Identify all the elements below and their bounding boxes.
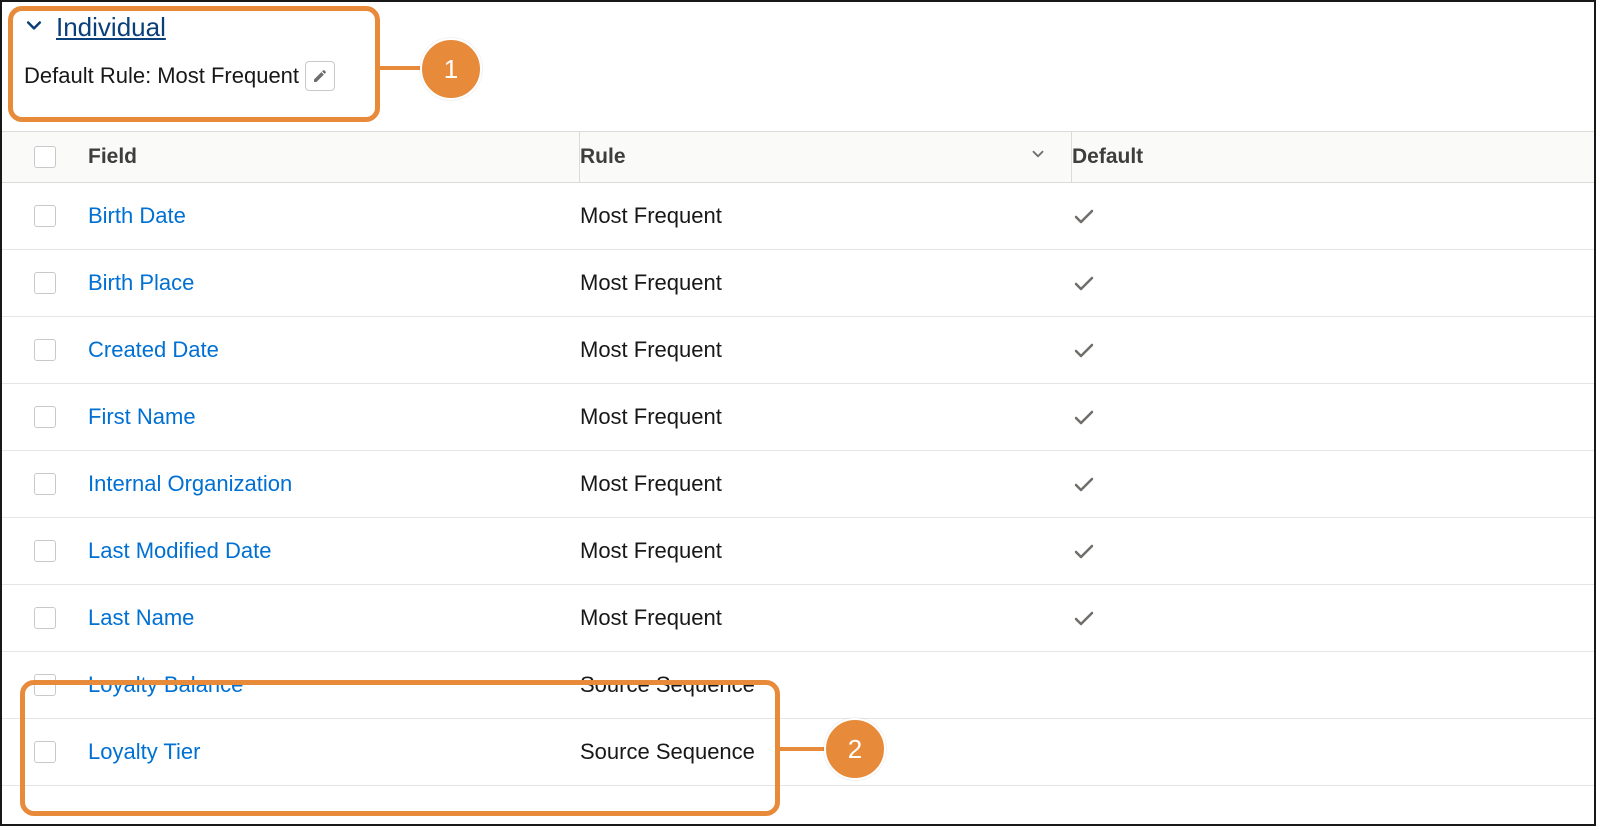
table-row: Loyalty Balance Source Sequence — [2, 652, 1594, 719]
check-icon — [1072, 539, 1096, 563]
field-link[interactable]: Last Modified Date — [88, 538, 271, 563]
app-frame: Individual Default Rule: Most Frequent F… — [0, 0, 1596, 826]
check-icon — [1072, 606, 1096, 630]
default-rule-label: Default Rule: — [24, 63, 151, 89]
edit-default-rule-button[interactable] — [305, 61, 335, 91]
row-checkbox[interactable] — [34, 607, 56, 629]
rule-value: Most Frequent — [580, 337, 722, 363]
chevron-down-icon — [24, 15, 44, 41]
column-header-field[interactable]: Field — [88, 132, 580, 182]
section-title-row[interactable]: Individual — [24, 12, 1572, 43]
check-icon — [1072, 204, 1096, 228]
rule-value: Source Sequence — [580, 672, 755, 698]
row-checkbox[interactable] — [34, 674, 56, 696]
default-rule-value: Most Frequent — [157, 63, 299, 89]
table-row: Created Date Most Frequent — [2, 317, 1594, 384]
row-checkbox[interactable] — [34, 272, 56, 294]
column-header-rule-label: Rule — [580, 145, 626, 169]
table-row: Birth Date Most Frequent — [2, 183, 1594, 250]
table-row: Last Modified Date Most Frequent — [2, 518, 1594, 585]
fields-table: Field Rule Default Birth Date Most Freque… — [2, 131, 1594, 786]
section-title-link[interactable]: Individual — [56, 12, 166, 43]
chevron-down-icon — [1029, 145, 1047, 169]
row-checkbox[interactable] — [34, 205, 56, 227]
table-row: First Name Most Frequent — [2, 384, 1594, 451]
field-link[interactable]: Birth Date — [88, 203, 186, 228]
table-body: Birth Date Most Frequent Birth Place Most F… — [2, 183, 1594, 786]
section-header: Individual Default Rule: Most Frequent — [2, 2, 1594, 99]
field-link[interactable]: Last Name — [88, 605, 194, 630]
rule-value: Most Frequent — [580, 404, 722, 430]
column-header-default[interactable]: Default — [1072, 145, 1594, 169]
column-header-field-label: Field — [88, 145, 137, 169]
rule-value: Most Frequent — [580, 538, 722, 564]
row-checkbox[interactable] — [34, 339, 56, 361]
field-link[interactable]: Loyalty Tier — [88, 739, 201, 764]
row-checkbox[interactable] — [34, 406, 56, 428]
rule-value: Most Frequent — [580, 605, 722, 631]
field-link[interactable]: First Name — [88, 404, 196, 429]
table-row: Last Name Most Frequent — [2, 585, 1594, 652]
select-all-checkbox[interactable] — [34, 146, 56, 168]
row-checkbox[interactable] — [34, 540, 56, 562]
check-icon — [1072, 405, 1096, 429]
rule-value: Source Sequence — [580, 739, 755, 765]
rule-value: Most Frequent — [580, 203, 722, 229]
table-row: Loyalty Tier Source Sequence — [2, 719, 1594, 786]
field-link[interactable]: Birth Place — [88, 270, 194, 295]
column-header-rule[interactable]: Rule — [580, 132, 1072, 182]
row-checkbox[interactable] — [34, 473, 56, 495]
field-link[interactable]: Created Date — [88, 337, 219, 362]
rule-value: Most Frequent — [580, 471, 722, 497]
field-link[interactable]: Loyalty Balance — [88, 672, 243, 697]
column-header-default-label: Default — [1072, 145, 1143, 169]
rule-value: Most Frequent — [580, 270, 722, 296]
table-row: Birth Place Most Frequent — [2, 250, 1594, 317]
default-rule-row: Default Rule: Most Frequent — [24, 61, 1572, 91]
table-row: Internal Organization Most Frequent — [2, 451, 1594, 518]
check-icon — [1072, 338, 1096, 362]
row-checkbox[interactable] — [34, 741, 56, 763]
table-header-row: Field Rule Default — [2, 131, 1594, 183]
check-icon — [1072, 271, 1096, 295]
check-icon — [1072, 472, 1096, 496]
field-link[interactable]: Internal Organization — [88, 471, 292, 496]
